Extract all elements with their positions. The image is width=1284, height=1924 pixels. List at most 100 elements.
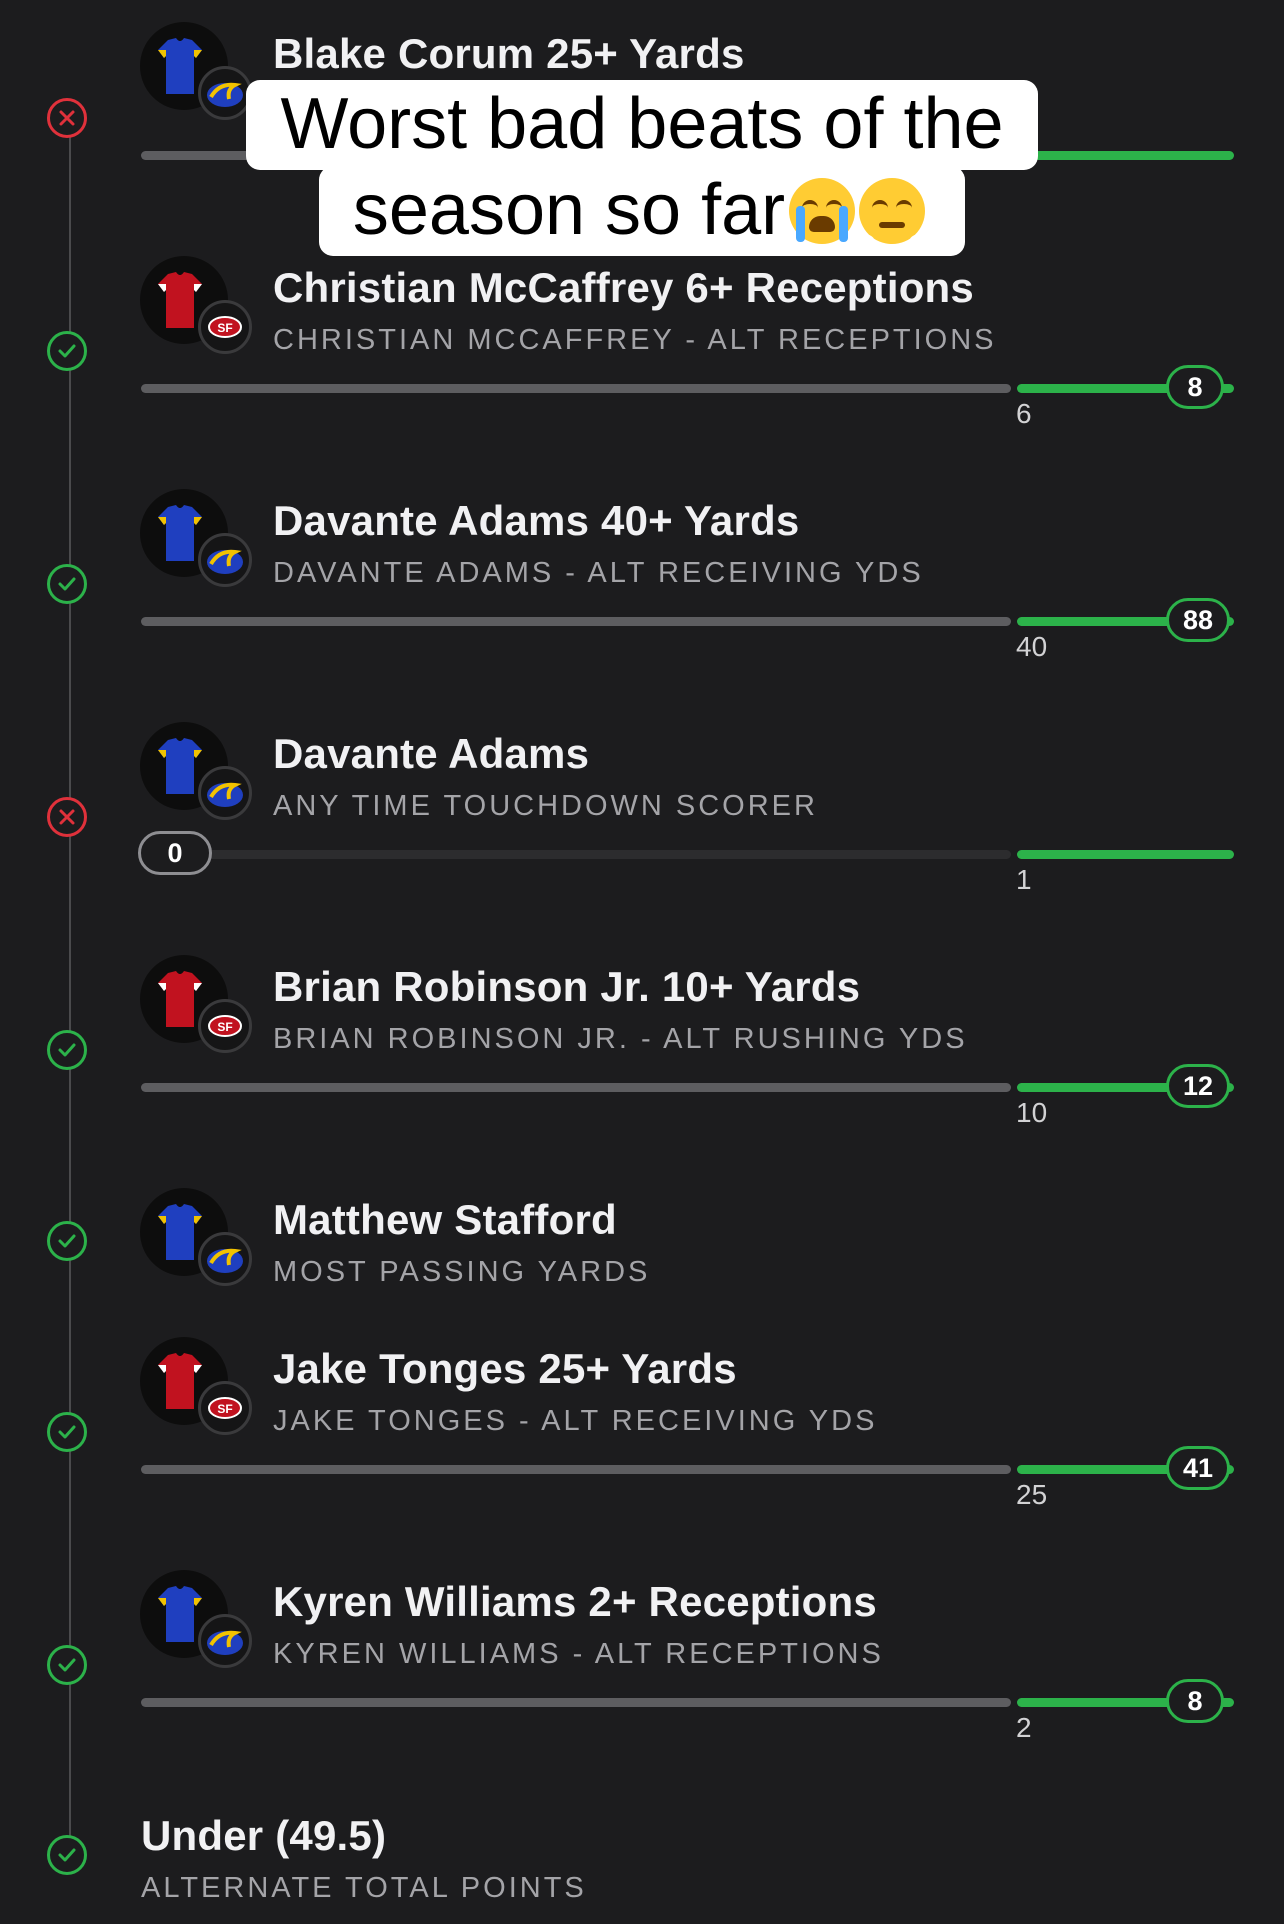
leg-subtitle: ALTERNATE TOTAL POINTS	[141, 1872, 587, 1904]
jersey-icon	[158, 272, 202, 328]
check-icon	[58, 1658, 76, 1672]
rams-logo-icon	[198, 66, 252, 120]
rams-logo-icon	[198, 533, 252, 587]
leg-title: Kyren Williams 2+ Receptions	[273, 1578, 877, 1625]
threshold-label: 25	[1016, 1479, 1048, 1510]
leg-won-status	[47, 1645, 87, 1685]
progress-bar	[141, 1083, 1011, 1092]
progress-track	[141, 1083, 1234, 1092]
target-range	[1017, 850, 1234, 859]
progress-bar	[141, 617, 1011, 626]
leg-title: Davante Adams 40+ Yards	[273, 497, 800, 544]
svg-text:SF: SF	[217, 321, 232, 335]
leg-lost-status	[47, 797, 87, 837]
leg-title: Under (49.5)	[141, 1812, 387, 1859]
loudly-crying-face-icon	[789, 178, 856, 244]
progress-bar	[141, 1698, 1011, 1707]
leg-title: Christian McCaffrey 6+ Receptions	[273, 264, 974, 311]
player-avatar: SF	[140, 1337, 252, 1435]
target-range	[1017, 1465, 1234, 1474]
leg-won-status	[47, 331, 87, 371]
check-icon	[58, 1425, 76, 1439]
leg-subtitle: DAVANTE ADAMS - ALT RECEIVING YDS	[273, 557, 924, 589]
x-icon	[59, 110, 75, 126]
player-avatar	[140, 22, 252, 120]
jersey-icon	[158, 738, 202, 794]
timeline-line	[69, 118, 71, 1858]
leg-subtitle: BRIAN ROBINSON JR. - ALT RUSHING YDS	[273, 1023, 968, 1055]
svg-text:SF: SF	[217, 1402, 232, 1416]
progress-bar	[141, 384, 1011, 393]
jersey-icon	[158, 505, 202, 561]
progress-bar	[141, 850, 1011, 859]
leg-title: Jake Tonges 25+ Yards	[273, 1345, 737, 1392]
player-avatar: SF	[140, 256, 252, 354]
leg-subtitle: JAKE TONGES - ALT RECEIVING YDS	[273, 1405, 878, 1437]
result-value-pill: 8	[1166, 1679, 1224, 1723]
result-value-pill: 41	[1166, 1446, 1231, 1490]
caption-line-1: Worst bad beats of the	[246, 80, 1038, 170]
49ers-logo-icon: SF	[198, 1381, 252, 1435]
threshold-label: 10	[1016, 1097, 1048, 1128]
rams-logo-icon	[198, 1614, 252, 1668]
progress-track	[141, 1465, 1234, 1474]
progress-track	[141, 850, 1234, 859]
leg-subtitle: KYREN WILLIAMS - ALT RECEPTIONS	[273, 1638, 884, 1670]
target-range	[1017, 1083, 1234, 1092]
leg-title: Matthew Stafford	[273, 1196, 617, 1243]
check-icon	[58, 577, 76, 591]
leg-subtitle: MOST PASSING YARDS	[273, 1256, 651, 1288]
leg-subtitle: CHRISTIAN MCCAFFREY - ALT RECEPTIONS	[273, 324, 997, 356]
49ers-logo-icon: SF	[198, 300, 252, 354]
leg-won-status	[47, 1412, 87, 1452]
threshold-label: 40	[1016, 631, 1048, 662]
threshold-label: 1	[1016, 864, 1032, 895]
progress-track	[141, 1698, 1234, 1707]
jersey-icon	[158, 1586, 202, 1642]
target-range	[1017, 1698, 1234, 1707]
result-value-pill: 0	[138, 831, 212, 875]
leg-title: Davante Adams	[273, 730, 590, 777]
progress-track	[141, 617, 1234, 626]
leg-lost-status	[47, 98, 87, 138]
check-icon	[58, 344, 76, 358]
jersey-icon	[158, 1204, 202, 1260]
threshold-label: 6	[1016, 398, 1032, 429]
caption-line-2-text: season so far	[352, 170, 786, 250]
jersey-icon	[158, 1353, 202, 1409]
progress-bar	[141, 1465, 1011, 1474]
progress-track	[141, 384, 1234, 393]
leg-won-status	[47, 1030, 87, 1070]
jersey-icon	[158, 38, 202, 94]
check-icon	[58, 1043, 76, 1057]
rams-logo-icon	[198, 766, 252, 820]
rams-logo-icon	[198, 1232, 252, 1286]
result-value-pill: 88	[1166, 598, 1231, 642]
leg-won-status	[47, 1221, 87, 1261]
player-avatar	[140, 1570, 252, 1668]
threshold-label: 2	[1016, 1712, 1032, 1743]
player-avatar	[140, 489, 252, 587]
check-icon	[58, 1848, 76, 1862]
leg-subtitle: ANY TIME TOUCHDOWN SCORER	[273, 790, 818, 822]
leg-title: Blake Corum 25+ Yards	[273, 30, 745, 77]
caption-overlay: Worst bad beats of the season so far	[0, 80, 1284, 256]
player-avatar	[140, 1188, 252, 1286]
target-range	[1017, 617, 1234, 626]
svg-text:SF: SF	[217, 1020, 232, 1034]
caption-line-2: season so far	[318, 166, 966, 256]
result-value-pill: 8	[1166, 365, 1224, 409]
target-range	[1017, 384, 1234, 393]
face-with-steam-icon	[853, 178, 932, 250]
player-avatar	[140, 722, 252, 820]
leg-won-status	[47, 1835, 87, 1875]
leg-title: Brian Robinson Jr. 10+ Yards	[273, 963, 861, 1010]
49ers-logo-icon: SF	[198, 999, 252, 1053]
player-avatar: SF	[140, 955, 252, 1053]
x-icon	[59, 809, 75, 825]
check-icon	[58, 1234, 76, 1248]
target-range	[1017, 151, 1234, 160]
result-value-pill: 12	[1166, 1064, 1231, 1108]
jersey-icon	[158, 971, 202, 1027]
leg-won-status	[47, 564, 87, 604]
